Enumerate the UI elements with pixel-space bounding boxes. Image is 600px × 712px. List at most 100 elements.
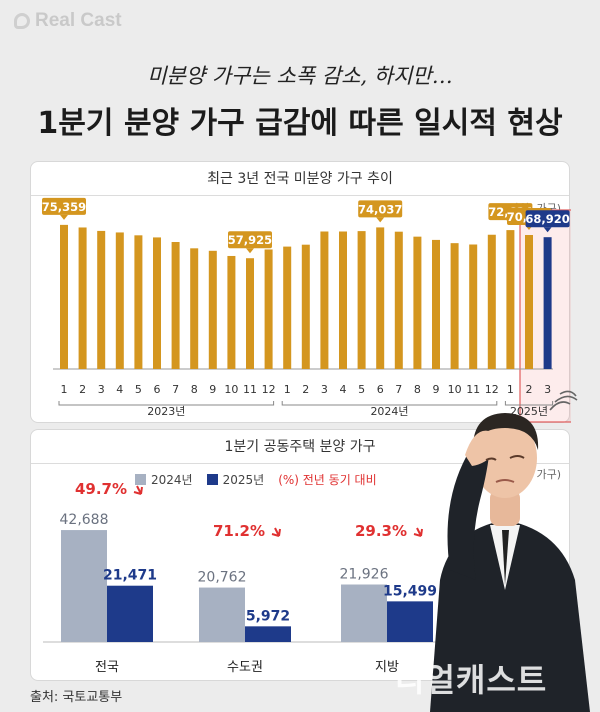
category-label: 전국 — [95, 660, 119, 675]
bar-month-15 — [320, 231, 329, 369]
change-pct-label: 71.2% — [213, 522, 265, 540]
data-label-group: 57,925 — [228, 231, 272, 254]
bar-month-1 — [60, 224, 68, 369]
category-label: 수도권 — [227, 660, 263, 675]
data-label-bg — [358, 200, 403, 218]
data-label-pointer — [376, 217, 385, 223]
bar-month-17 — [357, 231, 366, 369]
change-pct-label: 49.7% — [75, 480, 127, 498]
tick-label: 6 — [154, 383, 161, 396]
data-label-group: 68,920 — [525, 210, 570, 233]
page-subtitle: 미분양 가구는 소폭 감소, 하지만… — [147, 64, 453, 88]
tick-label: 3 — [544, 383, 551, 396]
supply-chart-legend: 2024년 2025년 (%) 전년 동기 대비 — [135, 471, 377, 488]
watermark-text: 리얼캐스트 — [395, 661, 548, 699]
source-note: 출처: 국토교통부 — [30, 690, 123, 705]
logo-mark-icon — [14, 13, 30, 29]
bar-month-3 — [97, 230, 106, 369]
tick-label: 1 — [507, 383, 514, 396]
bar-month-6 — [153, 237, 161, 369]
bar-month-7 — [171, 242, 180, 369]
data-label-bg — [228, 231, 272, 249]
legend-item-2024: 2024년 — [135, 471, 193, 488]
tick-label: 7 — [172, 383, 179, 396]
change-pct-label: 29.3% — [355, 522, 407, 540]
year-label: 2023년 — [147, 405, 185, 418]
tick-label: 11 — [243, 383, 257, 396]
bar-month-22 — [450, 243, 459, 369]
logo-text: Real Cast — [35, 10, 122, 31]
year-bracket — [58, 401, 275, 406]
legend-label-2025: 2025년 — [222, 473, 265, 487]
tick-label: 8 — [414, 383, 421, 396]
bar-month-12 — [264, 249, 273, 369]
supply-chart-panel: 1분기 공동주택 분양 가구 2024년 2025년 (%) 전년 동기 대비 … — [30, 429, 570, 681]
tick-label: 3 — [321, 383, 328, 396]
legend-change-label: (%) 전년 동기 대비 — [278, 473, 377, 487]
down-arrow-icon — [413, 527, 423, 537]
tick-label: 12 — [485, 383, 499, 396]
data-label-bg — [42, 197, 86, 215]
bar-month-8 — [190, 248, 199, 369]
tick-label: 10 — [448, 383, 462, 396]
bar-month-19 — [394, 231, 403, 369]
year-label: 2025년 — [510, 405, 548, 418]
supply-chart-title: 1분기 공동주택 분양 가구 — [31, 430, 569, 464]
bar-month-23 — [469, 244, 478, 369]
bar-month-18 — [376, 227, 385, 369]
tick-label: 8 — [191, 383, 198, 396]
tick-label: 11 — [466, 383, 480, 396]
data-label: 75,359 — [42, 200, 86, 214]
tick-label: 2 — [79, 383, 86, 396]
bar-value-label: 20,762 — [198, 570, 247, 586]
bar-month-10 — [227, 255, 236, 369]
tick-label: 5 — [358, 383, 365, 396]
bar-value-label: 42,688 — [60, 512, 109, 528]
year-bracket — [281, 401, 498, 406]
bar-month-4 — [115, 232, 124, 369]
bar-value-label: 21,926 — [340, 567, 389, 583]
bar-month-25 — [506, 230, 515, 369]
bar-month-9 — [208, 250, 217, 369]
category-label: 지방 — [375, 660, 399, 675]
bar-month-11 — [246, 258, 254, 369]
data-label-pointer — [246, 248, 254, 254]
tick-label: 5 — [135, 383, 142, 396]
tick-label: 9 — [209, 383, 216, 396]
year-bracket — [504, 401, 554, 406]
bar-수도권-2025년 — [245, 626, 291, 642]
down-arrow-icon — [133, 485, 143, 495]
data-label: 68,920 — [525, 212, 569, 226]
bar-month-13 — [283, 246, 292, 369]
bar-지방-2025년 — [387, 601, 433, 642]
bar-month-27 — [543, 237, 552, 369]
data-label-bg — [525, 210, 570, 228]
tick-label: 4 — [116, 383, 123, 396]
bar-value-label: 21,471 — [103, 568, 157, 584]
data-label-group: 74,037 — [358, 200, 403, 223]
bar-month-24 — [487, 234, 496, 369]
bar-month-14 — [301, 244, 310, 369]
tick-label: 1 — [61, 383, 68, 396]
legend-label-2024: 2024년 — [151, 473, 193, 487]
down-arrow-icon — [271, 527, 281, 537]
bar-month-5 — [134, 235, 143, 369]
tick-label: 3 — [98, 383, 105, 396]
tick-label: 4 — [340, 383, 347, 396]
tick-label: 1 — [284, 383, 291, 396]
bar-value-label: 5,972 — [246, 608, 290, 624]
bar-month-26 — [525, 235, 533, 369]
tick-label: 2 — [302, 383, 309, 396]
bar-전국-2024년 — [61, 530, 107, 642]
bar-지방-2024년 — [341, 584, 387, 642]
tick-label: 7 — [395, 383, 402, 396]
tick-label: 9 — [433, 383, 440, 396]
year-label: 2024년 — [370, 405, 408, 418]
data-label-pointer — [543, 227, 552, 233]
legend-item-2025: 2025년 — [206, 471, 265, 488]
bar-month-16 — [339, 231, 347, 369]
page-title: 1분기 분양 가구 급감에 따른 일시적 현상 — [37, 106, 563, 141]
legend-swatch-2025 — [206, 474, 218, 485]
bar-month-21 — [432, 239, 440, 369]
